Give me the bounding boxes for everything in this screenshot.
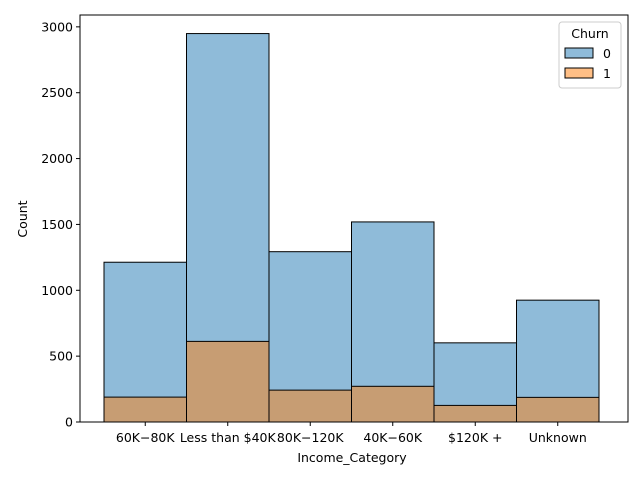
legend-title: Churn [571,26,608,41]
y-tick-label: 3000 [41,19,73,34]
x-tick-label: Less than $40K [180,430,277,445]
y-tick-label: 0 [65,415,73,430]
bar-churn-1-3 [351,385,435,423]
bar-churn-1-1 [186,340,270,423]
x-tick-label: Unknown [529,430,587,445]
x-axis-label: Income_Category [297,450,407,465]
x-tick-label: $120K + [448,430,502,445]
legend-label-0: 0 [603,46,611,61]
legend-swatch-1 [564,67,594,79]
legend: Churn 0 1 [558,21,622,89]
bar-churn-0-0 [103,261,187,423]
y-axis-label: Count [15,200,30,237]
y-tick-label: 1500 [41,217,73,232]
bar-churn-1-0 [103,396,187,423]
plot-frame [79,14,629,423]
legend-label-1: 1 [603,66,611,81]
x-tick-label: 60K−80K [116,430,175,445]
y-tick-label: 2000 [41,151,73,166]
x-tick-label: 40K−60K [363,430,422,445]
x-tick-label: 80K−120K [277,430,344,445]
bar-churn-1-5 [516,396,600,423]
bar-churn-1-2 [268,389,352,423]
legend-swatch-0 [564,47,594,59]
y-tick-label: 2500 [41,85,73,100]
bars-churn-0 [103,33,600,423]
bar-churn-1-4 [433,404,517,423]
y-tick-label: 1000 [41,283,73,298]
y-tick-label: 500 [49,349,73,364]
axes: 0 500 1000 1500 2000 2500 3000 60K−80K Less than… [41,14,629,445]
